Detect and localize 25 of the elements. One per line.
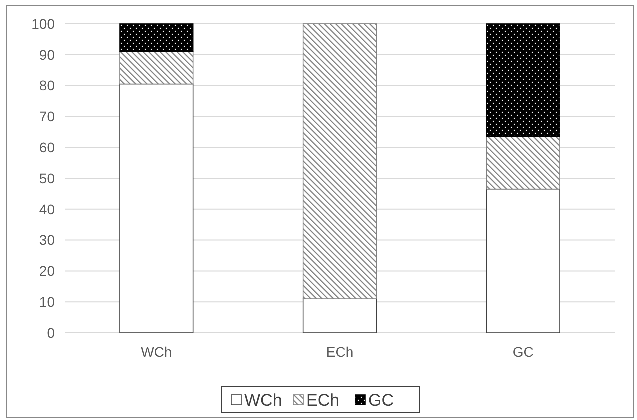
bar — [486, 24, 560, 138]
legend-label: GC — [368, 390, 394, 410]
y-tick-label: 20 — [39, 263, 56, 280]
y-tick-label: 80 — [39, 78, 56, 94]
y-tick-label: 100 — [32, 16, 56, 32]
x-tick-label: WCh — [141, 344, 172, 360]
bar — [486, 136, 560, 190]
y-tick-label: 70 — [39, 108, 56, 125]
y-tick-label: 50 — [39, 170, 56, 186]
y-tick-label: 0 — [47, 324, 56, 341]
y-tick-label: 10 — [39, 294, 56, 310]
legend-label: ECh — [306, 390, 340, 410]
y-tick-label: 60 — [39, 140, 56, 156]
x-tick-label: ECh — [326, 344, 354, 360]
x-tick-label: GC — [512, 344, 534, 360]
bar — [120, 24, 194, 52]
legend-label: WCh — [244, 390, 282, 410]
bar — [120, 51, 194, 85]
y-tick-label: 30 — [39, 232, 56, 248]
bar — [486, 188, 560, 334]
bar — [302, 24, 378, 300]
bar — [302, 298, 378, 334]
bar — [120, 84, 194, 334]
y-tick-label: 90 — [39, 46, 56, 63]
y-tick-label: 40 — [39, 201, 56, 218]
